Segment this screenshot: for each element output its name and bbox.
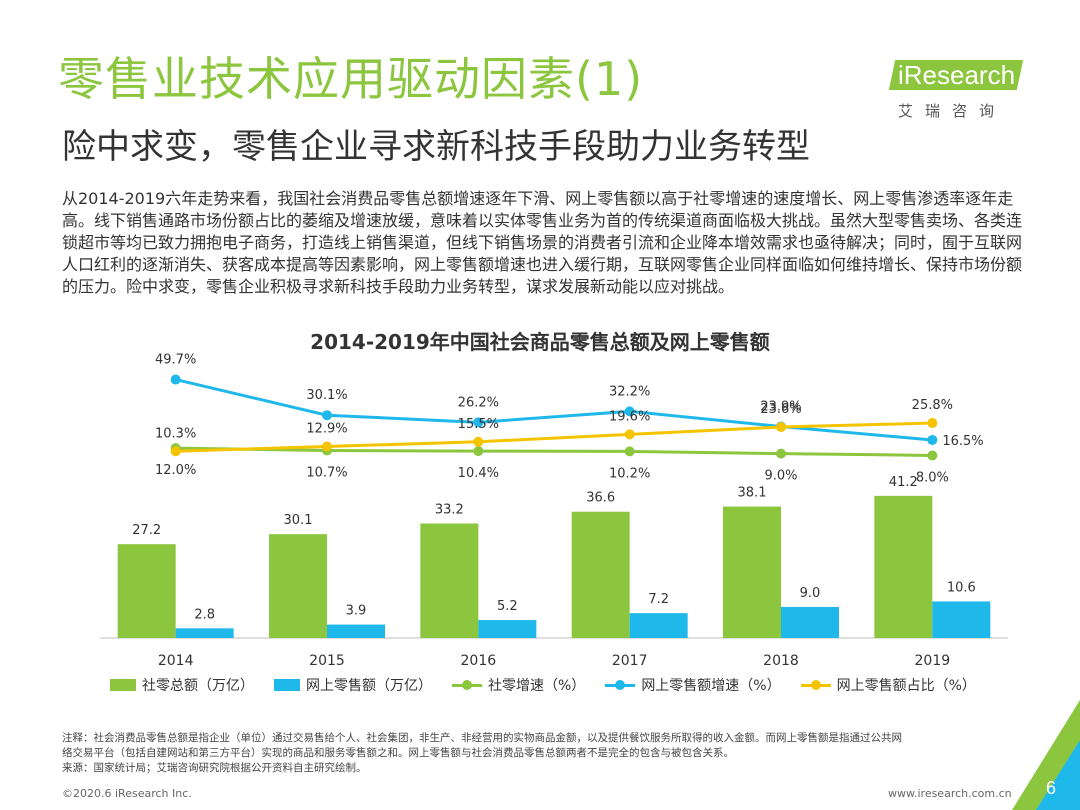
footnote-line-2: 络交易平台（包括自建网站和第三方平台）实现的商品和服务零售额之和。网上零售额与社… xyxy=(62,747,734,759)
data-label-online-retail: 5.2 xyxy=(497,599,518,614)
bar-retail-total xyxy=(269,534,327,638)
x-tick-label: 2018 xyxy=(763,653,799,669)
point-online-growth xyxy=(322,410,332,421)
legend-item-retail-growth: 社零增速（%） xyxy=(452,675,585,695)
data-label-retail-growth: 10.7% xyxy=(306,466,347,481)
legend-item-online-share: 网上零售额占比（%） xyxy=(800,675,976,695)
data-label-online-share: 15.5% xyxy=(458,417,499,432)
point-online-share xyxy=(927,418,938,429)
bar-retail-total xyxy=(723,506,781,638)
data-label-online-retail: 9.0 xyxy=(800,586,821,601)
data-label-online-retail: 3.9 xyxy=(346,604,367,619)
legend-swatch-online-retail xyxy=(274,679,300,691)
copyright: ©2020.6 iResearch Inc. xyxy=(62,787,192,800)
legend-line-retail-growth xyxy=(452,679,482,691)
logo-brand: iResearch xyxy=(898,60,1016,90)
legend-label-retail-total: 社零总额（万亿） xyxy=(142,678,254,694)
bar-online-retail xyxy=(932,601,991,638)
iresearch-logo: iResearch 艾瑞咨询 xyxy=(888,60,1032,120)
data-label-retail-total: 36.6 xyxy=(586,491,615,506)
point-retail-growth xyxy=(473,446,484,457)
point-online-share xyxy=(473,436,484,447)
page-number: 6 xyxy=(1046,778,1057,798)
data-label-online-growth: 16.5% xyxy=(942,434,983,449)
logo-subtitle: 艾瑞咨询 xyxy=(898,102,1007,120)
bar-retail-total xyxy=(117,544,176,638)
point-online-growth xyxy=(624,406,635,417)
chart-legend: 社零总额（万亿） 网上零售额（万亿） 社零增速（%） 网上零售额增速（%） 网上… xyxy=(110,675,996,695)
point-online-share xyxy=(624,429,635,440)
point-online-growth xyxy=(170,374,181,385)
legend-line-online-share xyxy=(800,679,831,691)
point-online-share xyxy=(170,446,181,457)
data-label-online-share: 23.6% xyxy=(760,402,801,417)
legend-label-online-share: 网上零售额占比（%） xyxy=(836,678,976,694)
website-link[interactable]: www.iresearch.com.cn xyxy=(888,787,1012,800)
data-label-online-growth: 23.9% xyxy=(760,400,801,415)
summary-paragraph: 从2014-2019六年走势来看，我国社会消费品零售总额增速逐年下滑、网上零售额… xyxy=(62,189,1023,296)
x-tick-label: 2015 xyxy=(309,653,345,669)
point-retail-growth xyxy=(624,446,635,457)
data-label-retail-growth: 10.4% xyxy=(458,466,499,481)
x-tick-label: 2016 xyxy=(461,653,497,669)
data-label-retail-total: 27.2 xyxy=(132,523,161,538)
line-online-growth xyxy=(175,378,933,442)
footnote-source: 来源：国家统计局；艾瑞咨询研究院根据公开资料自主研究绘制。 xyxy=(62,762,367,774)
point-online-share xyxy=(322,441,332,452)
line-retail-growth xyxy=(175,446,933,457)
data-label-retail-total: 38.1 xyxy=(738,486,767,501)
x-tick-label: 2017 xyxy=(612,653,648,669)
legend-swatch-retail-total xyxy=(110,679,136,691)
point-online-growth xyxy=(927,434,938,445)
bar-online-retail xyxy=(781,606,839,638)
data-label-retail-total: 41.2 xyxy=(889,475,918,490)
data-label-online-growth: 26.2% xyxy=(458,395,499,410)
data-label-retail-growth: 8.0% xyxy=(916,470,949,485)
line-online-share xyxy=(175,421,933,453)
legend-label-retail-growth: 社零增速（%） xyxy=(488,678,586,694)
data-label-online-share: 25.8% xyxy=(912,398,953,413)
bar-online-retail xyxy=(478,620,537,638)
legend-item-online-growth: 网上零售额增速（%） xyxy=(605,675,781,695)
data-label-online-growth: 49.7% xyxy=(155,353,196,368)
legend-label-online-growth: 网上零售额增速（%） xyxy=(641,678,781,694)
data-label-retail-growth: 12.0% xyxy=(155,463,196,478)
bar-retail-total xyxy=(420,523,479,638)
point-retail-growth xyxy=(927,450,938,461)
footnote-line-1: 注释：社会消费品零售总额是指企业（单位）通过交易售给个人、社会集团，非生产、非经… xyxy=(62,732,902,744)
data-label-online-retail: 7.2 xyxy=(648,592,669,607)
legend-line-online-growth xyxy=(605,679,636,691)
data-label-online-retail: 10.6 xyxy=(947,580,976,595)
chart-title: 2014-2019年中国社会商品零售总额及网上零售额 xyxy=(310,330,770,354)
legend-item-retail-total: 社零总额（万亿） xyxy=(110,675,254,695)
legend-item-online-retail: 网上零售额（万亿） xyxy=(274,675,432,695)
bar-online-retail xyxy=(175,628,234,638)
data-label-retail-total: 33.2 xyxy=(435,502,464,517)
point-online-share xyxy=(776,422,786,433)
data-label-online-retail: 2.8 xyxy=(194,607,215,622)
x-tick-label: 2019 xyxy=(915,653,951,669)
page-subtitle: 险中求变，零售企业寻求新科技手段助力业务转型 xyxy=(62,127,810,167)
bar-retail-total xyxy=(571,511,630,638)
page-title: 零售业技术应用驱动因素(1) xyxy=(58,52,644,106)
data-label-online-growth: 30.1% xyxy=(306,388,347,403)
data-label-retail-total: 30.1 xyxy=(284,513,313,528)
data-label-online-share: 10.3% xyxy=(155,426,196,441)
footnotes: 注释：社会消费品零售总额是指企业（单位）通过交易售给个人、社会集团，非生产、非经… xyxy=(62,731,1042,776)
data-label-retail-growth: 10.2% xyxy=(609,466,650,481)
bar-retail-total xyxy=(874,495,933,638)
x-tick-label: 2014 xyxy=(158,653,194,669)
data-label-online-share: 19.6% xyxy=(609,409,650,424)
bar-online-retail xyxy=(629,613,688,638)
data-label-online-growth: 32.2% xyxy=(609,384,650,399)
point-retail-growth xyxy=(776,448,786,459)
data-label-online-share: 12.9% xyxy=(306,422,347,437)
bar-online-retail xyxy=(327,624,385,638)
legend-label-online-retail: 网上零售额（万亿） xyxy=(306,678,432,694)
data-label-retail-growth: 9.0% xyxy=(764,469,797,484)
point-online-growth xyxy=(473,417,484,428)
